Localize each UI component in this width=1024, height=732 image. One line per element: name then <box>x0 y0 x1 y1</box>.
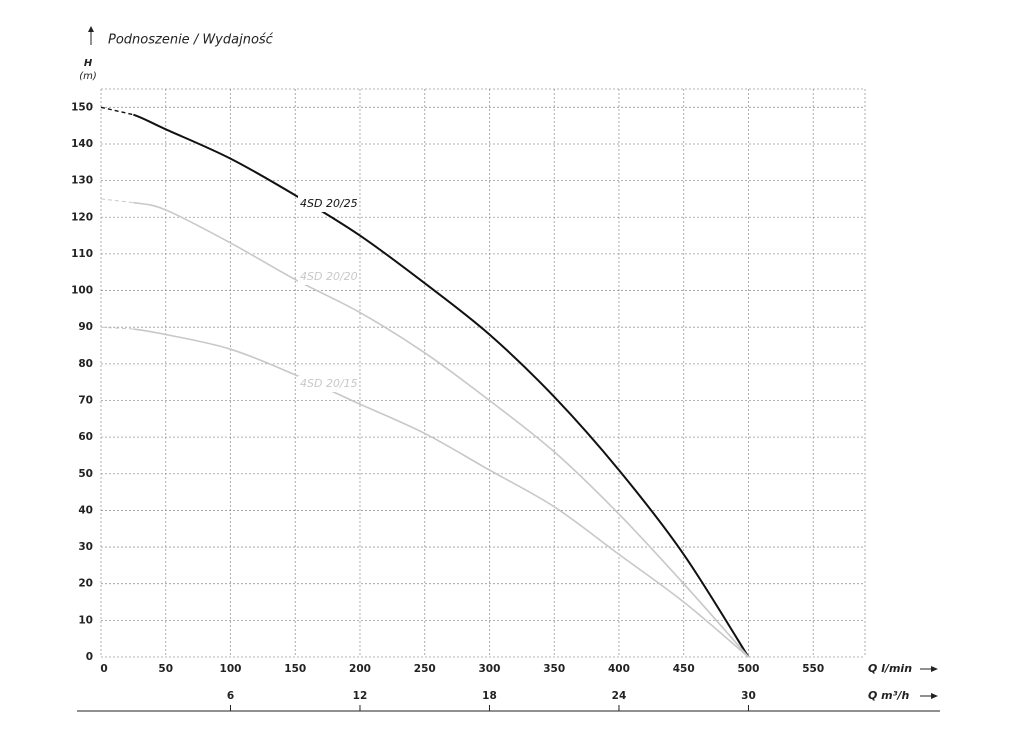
curve <box>133 201 750 658</box>
y-axis-unit: (m) <box>79 71 97 82</box>
x2-tick-label: 6 <box>227 690 234 702</box>
y-tick-label: 90 <box>78 321 93 333</box>
label-bg <box>298 196 358 212</box>
y-tick-label: 100 <box>71 285 93 297</box>
curve-label: 4SD 20/25 <box>300 197 358 210</box>
label-bg <box>298 269 358 285</box>
x-tick-label: 350 <box>543 663 565 675</box>
y-tick-label: 60 <box>78 431 93 443</box>
y-tick-label: 10 <box>78 614 93 626</box>
arrow-head <box>88 26 94 32</box>
arrow-head <box>931 693 938 699</box>
y-tick-label: 130 <box>71 175 93 187</box>
curve <box>133 328 749 658</box>
curve-start <box>100 106 134 116</box>
x-tick-label: 550 <box>802 663 824 675</box>
x2-tick-label: 18 <box>482 690 497 702</box>
y-tick-label: 40 <box>78 504 93 516</box>
x-tick-label: 400 <box>608 663 630 675</box>
chart-title: Podnoszenie / Wydajność <box>108 33 274 48</box>
x2-tick-label: 30 <box>741 690 756 702</box>
y-tick-label: 150 <box>71 101 93 113</box>
label-bg <box>298 376 358 392</box>
y-tick-label: 0 <box>86 651 93 663</box>
x-axis-label: Q l/min <box>868 662 912 675</box>
curve <box>133 113 750 658</box>
x-tick-label: 0 <box>100 663 107 675</box>
curve-start <box>100 198 134 204</box>
y-tick-label: 50 <box>78 468 93 480</box>
x-tick-label: 100 <box>220 663 242 675</box>
y-tick-label: 70 <box>78 394 93 406</box>
y-tick-label: 20 <box>78 578 93 590</box>
y-tick-label: 30 <box>78 541 93 553</box>
x-tick-label: 200 <box>349 663 371 675</box>
x-tick-label: 500 <box>737 663 759 675</box>
y-axis-label: H <box>84 58 93 69</box>
y-tick-label: 80 <box>78 358 93 370</box>
curve-start <box>100 326 134 330</box>
curve-label: 4SD 20/15 <box>300 377 358 390</box>
x-tick-label: 300 <box>479 663 501 675</box>
x-tick-label: 250 <box>414 663 436 675</box>
x-tick-label: 450 <box>673 663 695 675</box>
x2-tick-label: 24 <box>612 690 627 702</box>
y-tick-label: 120 <box>71 211 93 223</box>
y-tick-label: 140 <box>71 138 93 150</box>
y-tick-label: 110 <box>71 248 93 260</box>
x2-tick-label: 12 <box>353 690 368 702</box>
arrow-head <box>931 666 938 672</box>
curve-label: 4SD 20/20 <box>300 270 358 283</box>
x-tick-label: 50 <box>158 663 173 675</box>
x-tick-label: 150 <box>284 663 306 675</box>
x2-axis-label: Q m³/h <box>868 689 909 702</box>
